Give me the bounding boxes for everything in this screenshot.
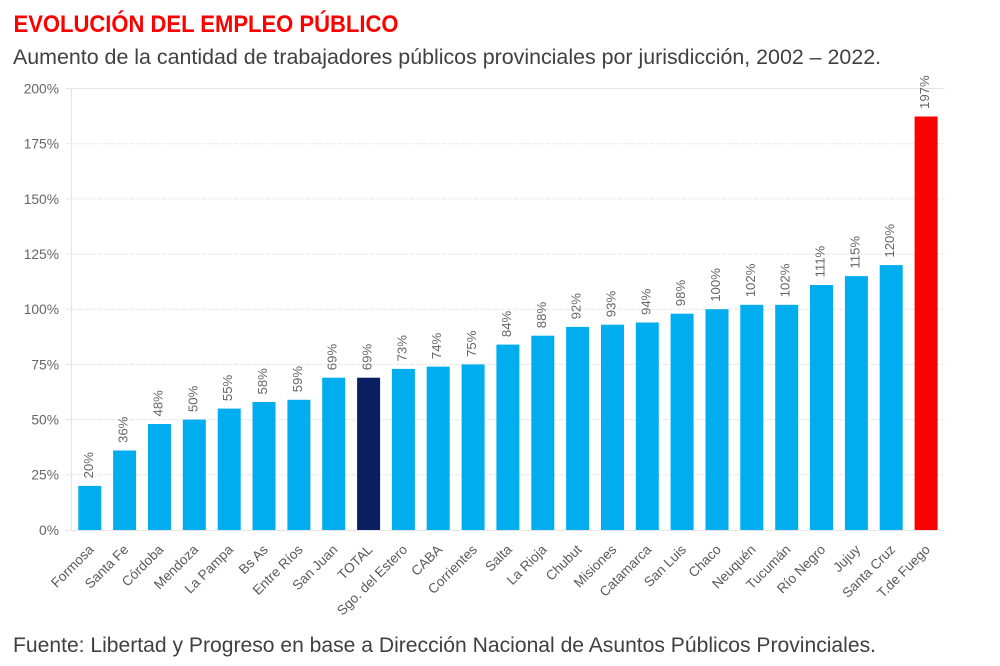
svg-text:93%: 93%	[604, 291, 619, 318]
svg-text:125%: 125%	[24, 247, 59, 262]
svg-text:98%: 98%	[673, 280, 688, 307]
svg-text:84%: 84%	[499, 310, 514, 337]
svg-text:20%: 20%	[81, 452, 96, 479]
svg-text:50%: 50%	[31, 413, 59, 428]
svg-text:100%: 100%	[24, 302, 59, 317]
svg-text:115%: 115%	[847, 236, 862, 269]
svg-text:200%: 200%	[24, 81, 59, 96]
svg-text:92%: 92%	[569, 293, 584, 320]
svg-text:102%: 102%	[778, 263, 793, 297]
svg-text:69%: 69%	[325, 344, 340, 371]
svg-text:100%: 100%	[708, 268, 723, 302]
svg-text:111%: 111%	[813, 245, 828, 277]
svg-text:59%: 59%	[290, 366, 305, 393]
svg-text:36%: 36%	[116, 416, 131, 443]
svg-text:0%: 0%	[39, 523, 59, 538]
svg-text:150%: 150%	[24, 192, 59, 207]
svg-text:102%: 102%	[743, 263, 758, 297]
svg-text:EVOLUCIÓN DEL EMPLEO PÚBLICO: EVOLUCIÓN DEL EMPLEO PÚBLICO	[14, 10, 399, 38]
svg-text:Aumento de la cantidad de trab: Aumento de la cantidad de trabajadores p…	[13, 45, 881, 69]
svg-text:73%: 73%	[394, 335, 409, 362]
svg-text:48%: 48%	[151, 390, 166, 417]
svg-text:75%: 75%	[31, 357, 59, 372]
svg-text:50%: 50%	[185, 385, 200, 412]
svg-text:197%: 197%	[917, 75, 932, 109]
svg-text:88%: 88%	[534, 302, 549, 329]
svg-text:55%: 55%	[220, 374, 235, 401]
svg-text:120%: 120%	[882, 224, 897, 258]
svg-text:175%: 175%	[24, 137, 59, 152]
svg-text:25%: 25%	[31, 468, 59, 483]
svg-text:94%: 94%	[638, 288, 653, 315]
svg-text:69%: 69%	[360, 344, 375, 371]
svg-text:74%: 74%	[429, 332, 444, 359]
svg-text:58%: 58%	[255, 368, 270, 395]
svg-text:Fuente: Libertad y Progreso en: Fuente: Libertad y Progreso en base a Di…	[13, 634, 876, 657]
svg-text:75%: 75%	[464, 330, 479, 357]
